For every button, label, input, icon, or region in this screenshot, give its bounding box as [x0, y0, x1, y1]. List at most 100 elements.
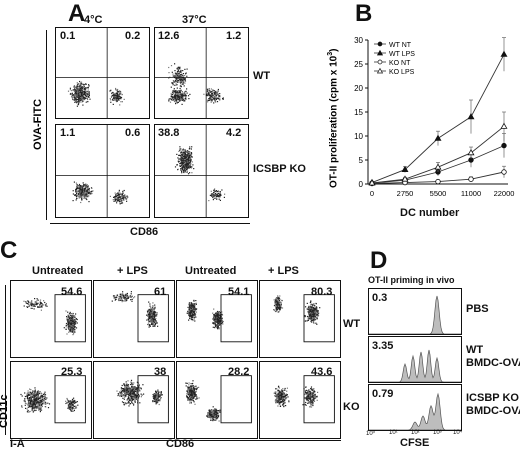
scatter-dot — [172, 84, 174, 86]
scatter-dot — [153, 400, 156, 402]
scatter-dot — [277, 298, 279, 300]
scatter-dot — [44, 394, 47, 396]
scatter-dot — [218, 313, 220, 315]
scatter-dot — [184, 157, 186, 159]
scatter-dot — [315, 313, 317, 315]
scatter-dot — [190, 302, 193, 304]
scatter-dot — [155, 323, 157, 325]
scatter-dot — [157, 401, 159, 403]
scatter-dot — [75, 187, 77, 189]
scatter-dot — [277, 304, 279, 306]
scatter-dot — [113, 97, 115, 100]
scatter-dot — [77, 187, 79, 189]
scatter-dot — [80, 97, 83, 99]
scatter-dot — [180, 93, 182, 95]
scatter-dot — [278, 299, 280, 301]
scatter-dot — [34, 399, 36, 401]
scatter-dot — [312, 316, 314, 318]
scatter-dot — [69, 325, 71, 327]
scatter-dot — [217, 310, 219, 313]
scatter-dot — [37, 299, 39, 301]
scatter-dot — [121, 193, 124, 195]
scatter-dot — [193, 306, 195, 309]
scatter-dot — [133, 403, 135, 405]
scatter-dot — [149, 321, 151, 323]
scatter-dot — [70, 325, 73, 327]
scatter-dot — [117, 96, 119, 98]
scatter-dot — [221, 317, 223, 319]
scatter-dot — [26, 397, 28, 399]
scatter-dot — [120, 390, 122, 392]
scatter-dot — [174, 70, 176, 72]
scatter-dot — [124, 402, 126, 404]
scatter-dot — [278, 311, 280, 313]
scatter-dot — [190, 309, 192, 311]
scatter-dot — [41, 401, 43, 403]
scatter-dot — [309, 310, 311, 312]
scatter-dot — [69, 319, 71, 322]
scatter-dot — [88, 85, 90, 87]
scatter-dot — [29, 400, 31, 402]
scatter-dot — [28, 405, 30, 407]
scatter-dot — [193, 309, 196, 311]
legend-label: KO NT — [389, 60, 411, 67]
scatter-dot — [37, 302, 39, 304]
scatter-dot — [305, 306, 307, 308]
scatter-dot — [193, 397, 195, 399]
scatter-dot — [179, 77, 181, 80]
scatter-dot — [182, 157, 184, 159]
scatter-dot — [213, 102, 215, 104]
scatter-dot — [180, 82, 182, 84]
scatter-dot — [186, 88, 188, 90]
scatter-dot — [32, 404, 34, 406]
scatter-dot — [219, 323, 221, 325]
scatter-dot — [130, 382, 133, 384]
scatter-dot — [118, 296, 120, 298]
scatter-dot — [179, 94, 181, 97]
scatter-dot — [125, 395, 127, 397]
scatter-dot — [211, 100, 213, 102]
scatter-dot — [149, 311, 151, 313]
scatter-dot — [80, 186, 82, 188]
scatter-dot — [79, 90, 81, 92]
panel-a-quadrant-value: 4.2 — [226, 127, 242, 139]
scatter-dot — [65, 402, 67, 405]
scatter-dot — [113, 297, 115, 299]
scatter-dot — [191, 304, 193, 306]
scatter-dot — [115, 198, 117, 201]
scatter-dot — [28, 401, 30, 403]
scatter-dot — [189, 302, 191, 304]
scatter-dot — [214, 325, 216, 327]
scatter-dot — [45, 403, 47, 405]
scatter-dot — [174, 76, 176, 78]
scatter-dot — [311, 313, 313, 315]
scatter-dot — [168, 77, 170, 79]
scatter-dot — [67, 90, 70, 92]
scatter-dot — [113, 196, 115, 198]
scatter-dot — [158, 394, 160, 396]
scatter-dot — [80, 201, 82, 204]
scatter-dot — [179, 78, 181, 80]
scatter-dot — [36, 398, 38, 400]
scatter-dot — [33, 393, 35, 395]
data-point — [501, 142, 507, 149]
scatter-dot — [218, 311, 220, 313]
scatter-dot — [121, 101, 123, 103]
scatter-dot — [208, 200, 210, 202]
scatter-dot — [80, 81, 83, 83]
scatter-dot — [156, 395, 158, 397]
scatter-dot — [218, 316, 220, 318]
legend-marker — [376, 49, 384, 56]
scatter-dot — [148, 320, 150, 322]
scatter-dot — [81, 198, 83, 200]
scatter-dot — [183, 77, 185, 79]
scatter-dot — [88, 94, 90, 96]
scatter-dot — [31, 400, 33, 402]
scatter-dot — [81, 96, 83, 98]
scatter-dot — [173, 99, 175, 101]
scatter-dot — [213, 319, 215, 321]
scatter-dot — [311, 317, 313, 320]
scatter-dot — [277, 302, 279, 305]
scatter-dot — [313, 317, 315, 319]
scatter-dot — [136, 381, 138, 383]
